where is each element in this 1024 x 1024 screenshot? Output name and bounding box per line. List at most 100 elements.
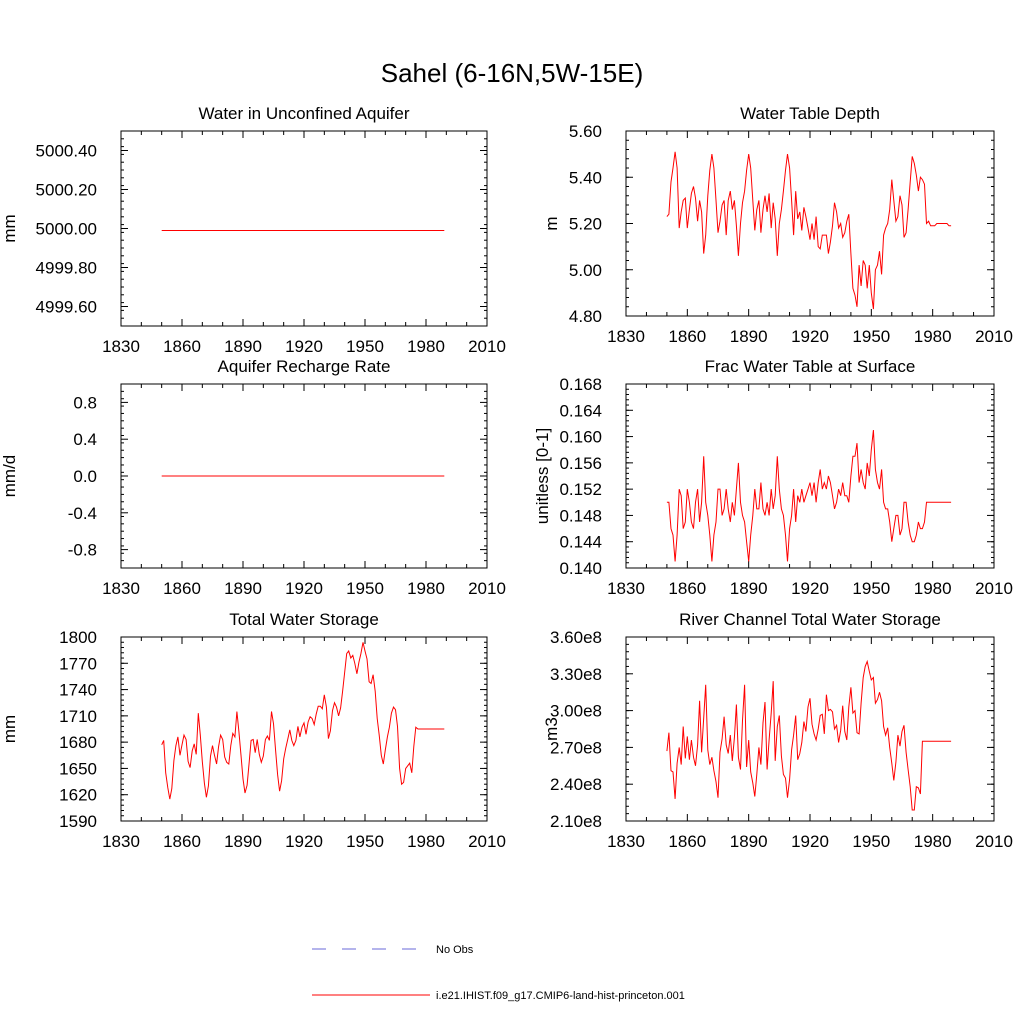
x-tick-label: 1950	[346, 832, 384, 851]
panel-6: River Channel Total Water Storage 1830 186…	[542, 610, 1013, 851]
panel-title: River Channel Total Water Storage	[679, 610, 941, 629]
series-line	[666, 429, 952, 562]
y-tick-label: 4999.80	[36, 259, 97, 278]
y-tick-label: 0.168	[559, 375, 602, 394]
y-tick-label: 2.10e8	[550, 812, 602, 831]
y-tick-label: 2.70e8	[550, 738, 602, 757]
y-tick-label: 5000.20	[36, 181, 97, 200]
y-tick-label: 1620	[59, 786, 97, 805]
y-tick-label: 3.00e8	[550, 702, 602, 721]
y-tick-label: 2.40e8	[550, 775, 602, 794]
x-tick-label: 1980	[914, 327, 952, 346]
series-line	[161, 642, 445, 800]
x-tick-label: 2010	[975, 832, 1013, 851]
panel-title: Water in Unconfined Aquifer	[198, 104, 409, 123]
x-tick-label: 1920	[791, 579, 829, 598]
legend: No Obs i.e21.IHIST.f09_g17.CMIP6-land-hi…	[312, 944, 685, 1002]
panel-4: Frac Water Table at Surface 1830 1860 1890 1…	[533, 357, 1013, 598]
plot-frame	[120, 130, 488, 327]
y-tick-label: -0.8	[68, 541, 97, 560]
y-tick-label: 4999.60	[36, 298, 97, 317]
panel-title: Total Water Storage	[229, 610, 379, 629]
x-tick-label: 1860	[668, 832, 706, 851]
y-axis-label: mm	[0, 715, 19, 743]
panel-title: Aquifer Recharge Rate	[218, 357, 391, 376]
x-tick-label: 1860	[668, 579, 706, 598]
x-tick-label: 1890	[224, 579, 262, 598]
x-tick-label: 1890	[224, 832, 262, 851]
x-tick-label: 1830	[102, 832, 140, 851]
panel-5: Total Water Storage 1830 1860 1890 1920 1950 1…	[0, 610, 506, 851]
x-tick-label: 1920	[285, 832, 323, 851]
y-tick-label: 0.148	[559, 506, 602, 525]
x-tick-label: 1890	[224, 337, 262, 356]
legend-label-model: i.e21.IHIST.f09_g17.CMIP6-land-hist-prin…	[436, 990, 685, 1002]
y-tick-label: 5000.40	[36, 142, 97, 161]
x-tick-label: 2010	[468, 579, 506, 598]
y-tick-label: 5.20	[569, 215, 602, 234]
x-tick-label: 1920	[791, 327, 829, 346]
x-tick-label: 1860	[163, 832, 201, 851]
legend-item-model: i.e21.IHIST.f09_g17.CMIP6-land-hist-prin…	[312, 990, 685, 1002]
x-tick-label: 1980	[407, 337, 445, 356]
panel-1: Water in Unconfined Aquifer 1830 1860 1890 1…	[0, 104, 506, 356]
y-axis-label: mm/d	[0, 455, 19, 498]
x-tick-label: 1920	[285, 579, 323, 598]
x-tick-label: 2010	[468, 832, 506, 851]
x-tick-label: 1950	[852, 832, 890, 851]
y-tick-label: 1590	[59, 812, 97, 831]
x-tick-label: 1860	[668, 327, 706, 346]
x-tick-label: 1830	[607, 832, 645, 851]
x-tick-label: 1950	[852, 579, 890, 598]
y-tick-label: 1770	[59, 654, 97, 673]
y-axis-label: m3	[542, 717, 561, 741]
x-tick-label: 1920	[285, 337, 323, 356]
legend-label-obs: No Obs	[436, 944, 474, 956]
panels: Water in Unconfined Aquifer 1830 1860 1890 1…	[0, 104, 1013, 851]
x-tick-label: 1830	[607, 579, 645, 598]
y-tick-label: 1680	[59, 733, 97, 752]
x-tick-label: 1950	[346, 579, 384, 598]
y-axis-label: m	[542, 216, 561, 230]
plot-frame	[625, 636, 995, 822]
series-line	[666, 151, 952, 310]
x-tick-label: 1860	[163, 337, 201, 356]
y-tick-label: 0.144	[559, 533, 602, 552]
y-tick-label: 4.80	[569, 307, 602, 326]
y-tick-label: 0.152	[559, 480, 602, 499]
x-tick-label: 1890	[730, 832, 768, 851]
y-tick-label: 1740	[59, 681, 97, 700]
y-tick-label: -0.4	[68, 504, 97, 523]
y-tick-label: 5.40	[569, 168, 602, 187]
x-tick-label: 1950	[346, 337, 384, 356]
x-tick-label: 1920	[791, 832, 829, 851]
panel-title: Frac Water Table at Surface	[705, 357, 916, 376]
y-tick-label: 0.0	[73, 467, 97, 486]
x-tick-label: 1830	[102, 579, 140, 598]
y-tick-label: 5000.00	[36, 220, 97, 239]
x-tick-label: 1890	[730, 327, 768, 346]
y-tick-label: 0.8	[73, 393, 97, 412]
legend-item-obs: No Obs	[312, 944, 474, 956]
panel-3: Aquifer Recharge Rate 1830 1860 1890 1920 195…	[0, 357, 506, 598]
y-tick-label: 1650	[59, 759, 97, 778]
x-tick-label: 2010	[468, 337, 506, 356]
x-tick-label: 1860	[163, 579, 201, 598]
x-tick-label: 1980	[407, 832, 445, 851]
x-tick-label: 1830	[607, 327, 645, 346]
y-tick-label: 3.60e8	[550, 628, 602, 647]
y-tick-label: 5.00	[569, 261, 602, 280]
y-tick-label: 3.30e8	[550, 665, 602, 684]
panel-title: Water Table Depth	[740, 104, 880, 123]
y-tick-label: 0.160	[559, 428, 602, 447]
y-tick-label: 5.60	[569, 122, 602, 141]
x-tick-label: 2010	[975, 579, 1013, 598]
x-tick-label: 1830	[102, 337, 140, 356]
x-tick-label: 2010	[975, 327, 1013, 346]
series-line	[666, 659, 952, 811]
figure-title: Sahel (6-16N,5W-15E)	[381, 58, 644, 88]
y-axis-label: mm	[0, 214, 19, 242]
plot-frame	[625, 383, 995, 569]
x-tick-label: 1890	[730, 579, 768, 598]
y-axis-label: unitless [0-1]	[533, 428, 552, 524]
